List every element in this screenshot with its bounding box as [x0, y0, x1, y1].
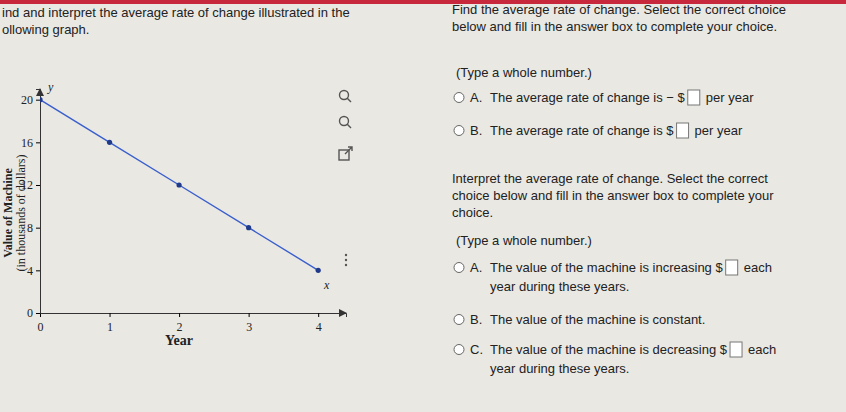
x-arrow: [339, 309, 347, 317]
choice-suffix: each: [744, 260, 772, 275]
choice-text: The value of the machine is decreasing $: [490, 342, 728, 357]
data-point: [40, 97, 43, 102]
choice[interactable]: B. The value of the machine is constant.: [454, 312, 705, 327]
data-point: [107, 140, 112, 145]
data-point: [176, 182, 181, 187]
prompt: Interpret the average rate of change. Se…: [452, 171, 768, 186]
x-tick: 4: [316, 313, 322, 334]
zoom-icon[interactable]: [340, 117, 352, 129]
choice-suffix: each: [748, 342, 776, 357]
choice-letter: A.: [470, 90, 482, 105]
x-tick-label: 4: [316, 320, 322, 334]
plot-area: [40, 97, 321, 273]
y-tick-mark: [36, 100, 40, 101]
x-axis: 0 1 2 3 4: [38, 313, 347, 334]
y-axis-title: Value of Machine: [1, 168, 15, 258]
radio-button[interactable]: [454, 315, 464, 325]
questions: Find the average rate of change. Select …: [452, 2, 786, 376]
y-tick-mark: [36, 142, 40, 143]
choice-letter: A.: [470, 260, 482, 275]
answer-box[interactable]: [726, 260, 738, 275]
header-line: ollowing graph.: [2, 22, 89, 37]
hint: (Type a whole number.): [456, 233, 592, 248]
drag-handle[interactable]: [345, 254, 347, 266]
answer-box[interactable]: [688, 90, 700, 105]
y-tick-label: 0: [27, 306, 33, 320]
choice-letter: B.: [470, 123, 482, 138]
choice-text: The value of the machine is constant.: [490, 312, 705, 327]
x-axis-letter: x: [323, 278, 330, 292]
y-arrow: [36, 88, 44, 96]
y-tick-label: 16: [21, 136, 33, 150]
x-tick-label: 3: [246, 320, 252, 334]
header-left: ind and interpret the average rate of ch…: [2, 5, 350, 37]
choice-text: The average rate of change is − $: [490, 90, 686, 105]
x-axis-line: [41, 314, 347, 318]
choice[interactable]: A. The average rate of change is − $ per y…: [454, 90, 754, 105]
prompt: below and fill in the answer box to comp…: [452, 19, 777, 34]
x-tick-mark: [179, 313, 180, 317]
x-tick-label: 1: [107, 320, 113, 334]
x-tick: 1: [107, 313, 113, 334]
answer-box[interactable]: [677, 123, 689, 138]
choice-text: year during these years.: [490, 279, 629, 294]
x-tick-mark: [249, 313, 250, 317]
radio-button[interactable]: [454, 93, 464, 103]
radio-button[interactable]: [454, 263, 464, 273]
x-tick-mark: [110, 313, 111, 317]
open-icon[interactable]: [339, 147, 352, 160]
x-tick-label: 2: [177, 320, 183, 334]
zoom-icon[interactable]: [340, 91, 352, 103]
page: ind and interpret the average rate of ch…: [0, 0, 846, 412]
x-axis-title: Year: [165, 333, 193, 348]
choice-suffix: per year: [695, 123, 743, 138]
radio-button[interactable]: [454, 126, 464, 136]
x-tick: 0: [38, 313, 44, 334]
y-tick: 4: [27, 264, 40, 278]
choice-letter: B.: [470, 312, 482, 327]
y-axis-title: (in thousands of dollars): [14, 155, 28, 272]
data-point: [246, 225, 251, 230]
choice-text: The value of the machine is increasing $: [490, 260, 723, 275]
data-line: [40, 100, 318, 271]
y-tick-mark: [36, 228, 40, 229]
y-tick: 0: [27, 306, 40, 320]
y-axis-line: [36, 90, 41, 314]
choice[interactable]: B. The average rate of change is $ per yea…: [454, 123, 743, 138]
choice-letter: C.: [470, 342, 483, 357]
answer-box[interactable]: [730, 342, 742, 357]
icons: [339, 91, 352, 161]
y-tick-mark: [36, 185, 40, 186]
y-tick: 8: [27, 221, 40, 235]
header-line: ind and interpret the average rate of ch…: [2, 5, 350, 20]
choice[interactable]: A. The value of the machine is increasing…: [454, 260, 772, 294]
chart: 01234048121620yxYearValue of Machine(in …: [1, 80, 347, 348]
y-tick-mark: [36, 313, 40, 314]
choice-text: year during these years.: [490, 361, 629, 376]
y-tick: 16: [21, 136, 40, 150]
y-tick-mark: [36, 270, 40, 271]
y-tick-label: 20: [21, 93, 33, 107]
choice-suffix: per year: [706, 90, 754, 105]
y-axis-letter: y: [47, 80, 54, 94]
prompt: choice.: [452, 205, 493, 220]
x-tick-mark: [318, 313, 319, 317]
prompt: Find the average rate of change. Select …: [452, 2, 786, 17]
x-tick-label: 0: [38, 320, 44, 334]
choice[interactable]: C. The value of the machine is decreasing…: [454, 342, 776, 376]
data-point: [316, 268, 321, 273]
hint: (Type a whole number.): [456, 65, 592, 80]
x-tick: 3: [246, 313, 252, 334]
prompt: choice below and fill in the answer box …: [452, 188, 774, 203]
choice-text: The average rate of change is $: [490, 123, 674, 138]
x-tick: 2: [177, 313, 183, 334]
radio-button[interactable]: [454, 345, 464, 355]
